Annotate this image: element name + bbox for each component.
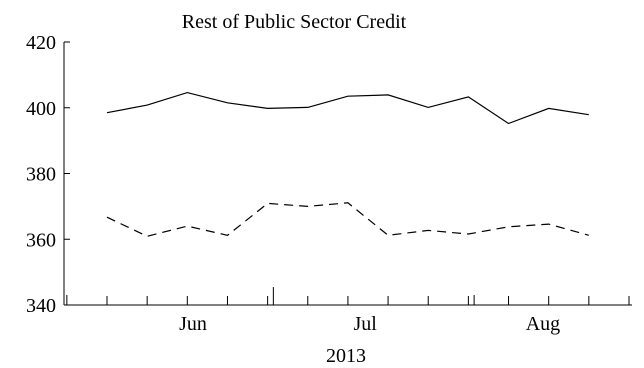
y-tick-label: 360: [26, 229, 56, 251]
axes: [63, 42, 632, 306]
y-tick-label: 420: [26, 32, 56, 54]
y-tick-label: 340: [26, 295, 56, 317]
series-line-dashed: [106, 202, 589, 237]
x-axis-label: 2013: [326, 345, 366, 367]
y-tick-label: 400: [26, 98, 56, 120]
x-tick-label: Aug: [526, 313, 560, 335]
series-group: [106, 91, 589, 237]
x-tick-label: Jul: [353, 313, 377, 335]
y-tick-label: 380: [26, 164, 56, 186]
series-line-solid: [106, 91, 589, 125]
x-axis-ticks: Jun Jul Aug: [66, 287, 630, 335]
chart-title: Rest of Public Sector Credit: [182, 11, 407, 33]
y-axis-ticks: 340 360 380 400 420: [26, 32, 70, 317]
x-tick-label: Jun: [179, 313, 207, 335]
